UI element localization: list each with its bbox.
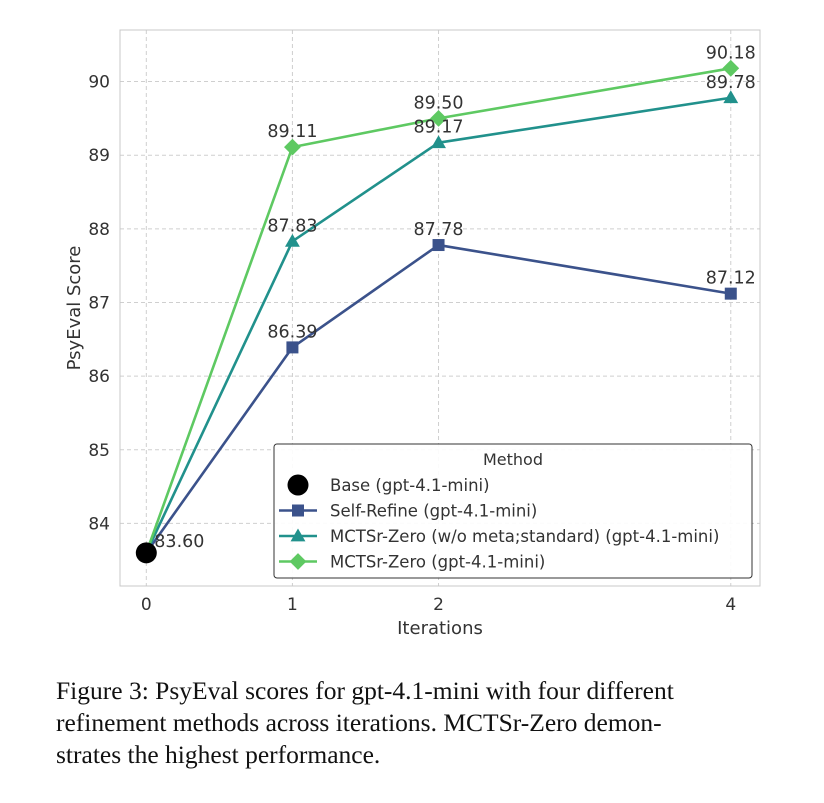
caption-line-1: Figure 3: PsyEval scores for gpt-4.1-min…: [56, 676, 674, 705]
legend-marker: [287, 474, 309, 496]
data-point: [723, 90, 739, 104]
x-tick-label: 1: [287, 595, 298, 615]
x-axis-label: Iterations: [397, 618, 483, 639]
series-diamond: [145, 59, 740, 554]
legend-label: MCTSr-Zero (w/o meta;standard) (gpt-4.1-…: [330, 527, 719, 546]
y-tick-label: 86: [88, 367, 110, 387]
data-label: 87.78: [413, 220, 463, 240]
data-label: 87.83: [267, 216, 317, 236]
data-label: 89.78: [706, 73, 756, 93]
series-square: [145, 239, 737, 554]
legend: Method Base (gpt-4.1-mini) Self-Refine (gp…: [273, 443, 753, 579]
caption-line-2: refinement methods across iterations. MC…: [56, 708, 662, 737]
data-label: 83.60: [154, 532, 204, 552]
legend-title: Method: [483, 450, 543, 469]
data-label: 89.50: [413, 93, 463, 113]
data-point: [284, 138, 301, 156]
y-tick-label: 89: [88, 146, 110, 166]
y-tick-label: 87: [88, 293, 110, 313]
legend-item: MCTSr-Zero (gpt-4.1-mini): [279, 553, 545, 572]
legend-marker: [289, 553, 307, 570]
series-triangle: [145, 90, 739, 554]
y-axis-label: PsyEval Score: [64, 246, 85, 371]
line-chart: 0 1 2 4 84 85 86 87 88 89 90 Iterations PsyEval Scor…: [64, 29, 761, 639]
series-circle: [135, 542, 157, 564]
data-label: 89.11: [267, 122, 317, 142]
data-point: [135, 542, 157, 564]
legend-label: MCTSr-Zero (gpt-4.1-mini): [330, 553, 545, 572]
y-tick-label: 84: [88, 514, 110, 534]
series-line: [145, 67, 731, 554]
legend-item: Base (gpt-4.1-mini): [287, 474, 490, 496]
data-point: [431, 135, 446, 149]
data-point: [724, 287, 737, 300]
legend-box: [273, 443, 753, 579]
y-tick-label: 85: [88, 441, 110, 461]
x-tick-label: 2: [433, 595, 444, 615]
plot-frame: [119, 29, 761, 587]
data-point: [284, 233, 300, 247]
x-tick-label: 4: [725, 595, 736, 615]
data-point: [722, 59, 740, 77]
legend-item: MCTSr-Zero (w/o meta;standard) (gpt-4.1-…: [279, 527, 719, 546]
data-label: 89.17: [413, 118, 463, 138]
data-label: 90.18: [706, 43, 756, 63]
legend-marker: [292, 504, 304, 517]
y-tick-label: 90: [88, 73, 110, 93]
legend-label: Base (gpt-4.1-mini): [330, 476, 490, 495]
y-tick-label: 88: [88, 220, 110, 240]
data-point: [286, 341, 299, 354]
legend-label: Self-Refine (gpt-4.1-mini): [330, 502, 537, 521]
data-label: 87.12: [706, 269, 756, 289]
legend-marker: [290, 528, 306, 542]
legend-item: Self-Refine (gpt-4.1-mini): [279, 502, 537, 521]
figure-caption: Figure 3: PsyEval scores for gpt-4.1-min…: [56, 675, 776, 771]
x-tick-label: 0: [141, 595, 152, 615]
data-point: [432, 239, 445, 252]
caption-line-3: strates the highest performance.: [56, 740, 381, 769]
data-label: 86.39: [267, 322, 317, 342]
series-line: [145, 96, 731, 554]
data-point: [430, 109, 447, 127]
series-line: [145, 243, 731, 554]
